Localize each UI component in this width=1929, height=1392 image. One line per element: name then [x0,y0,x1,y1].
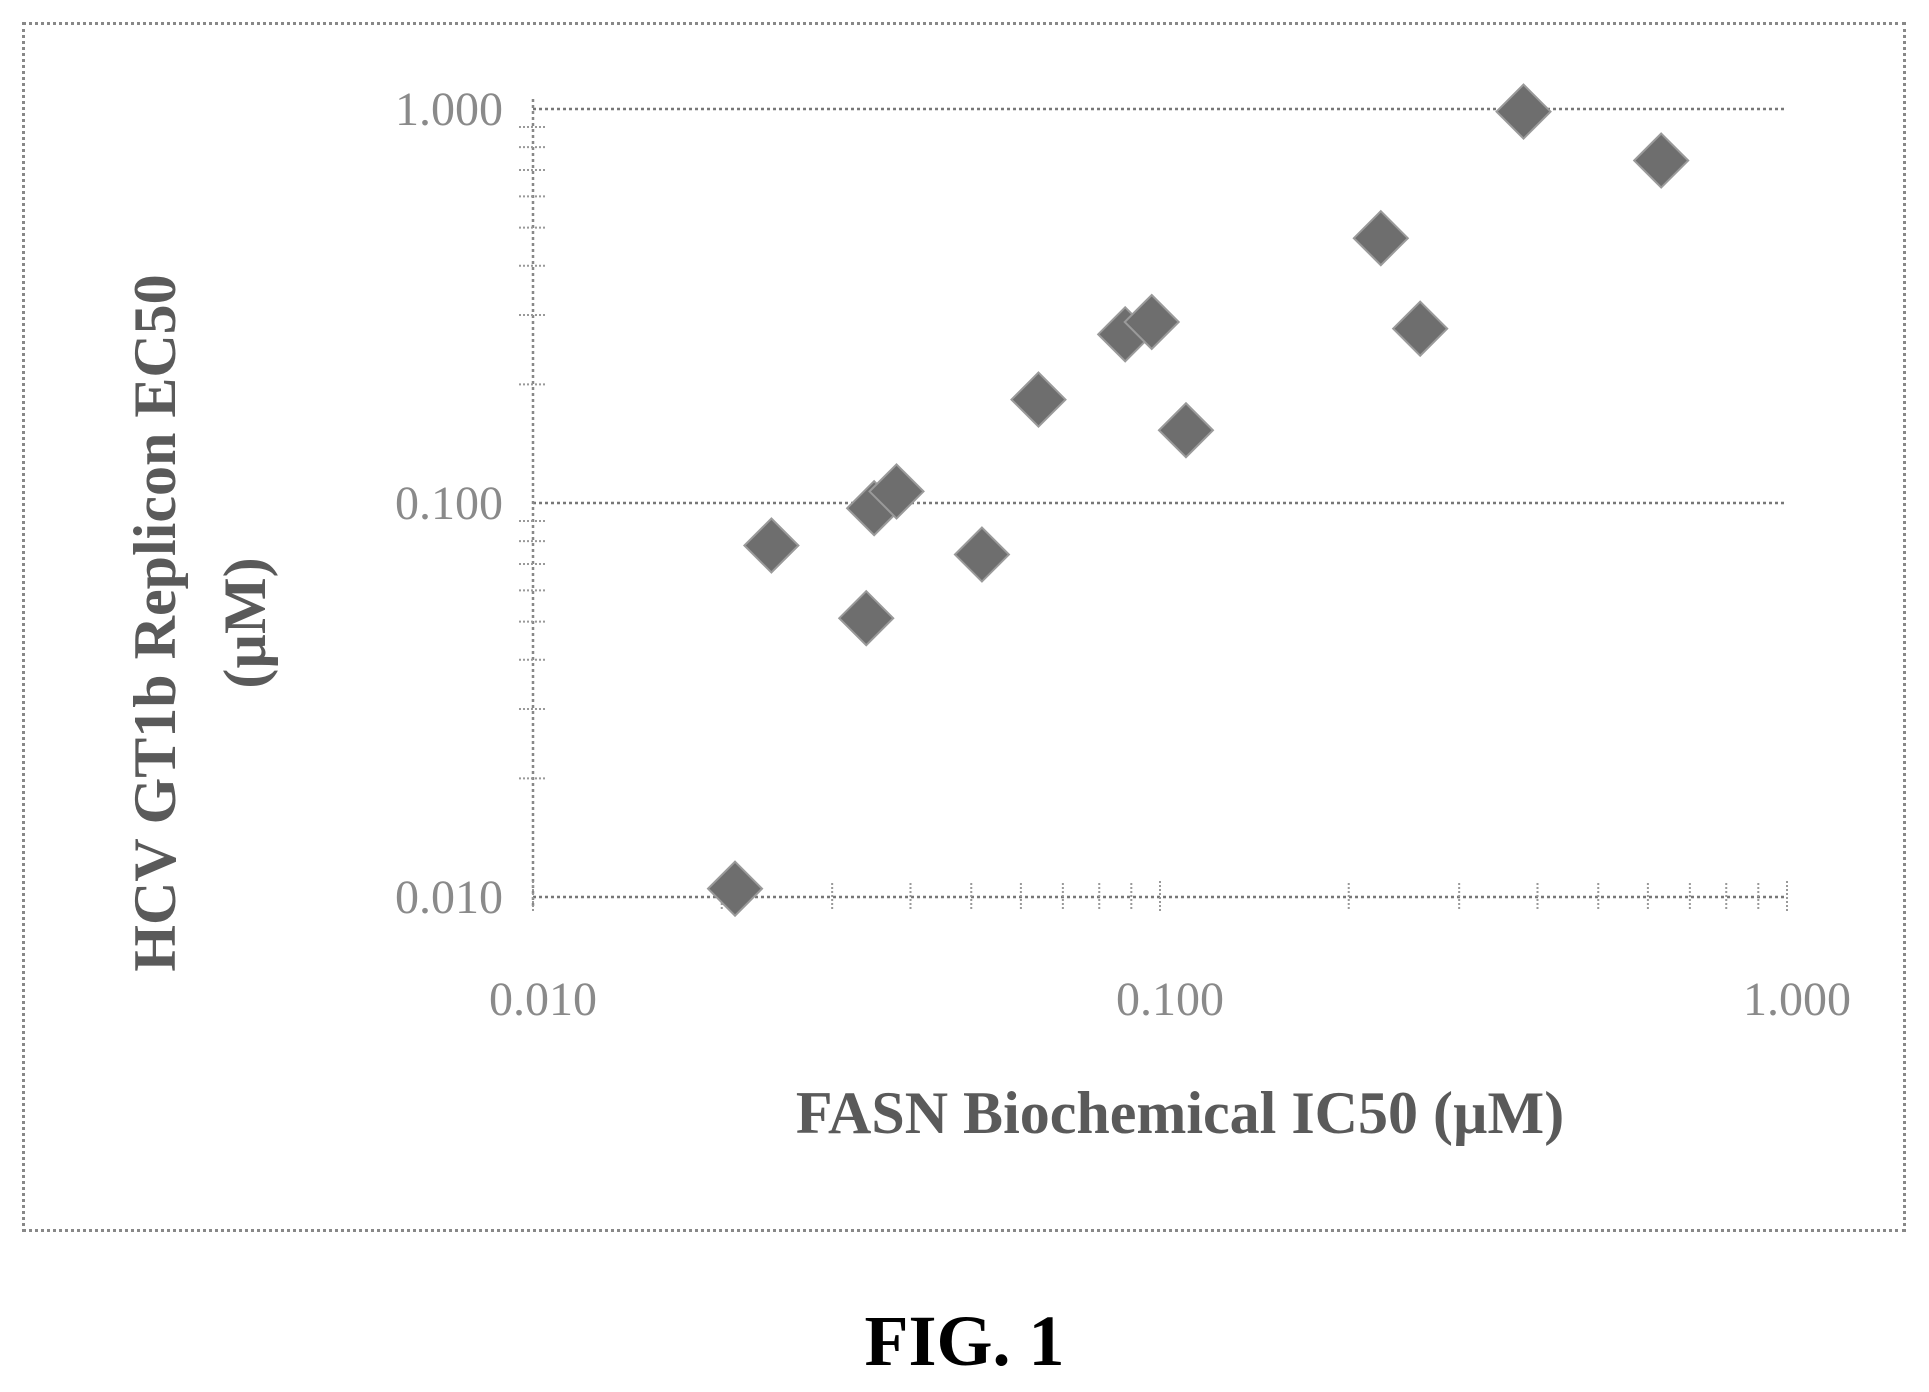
data-point-6 [1010,371,1067,429]
y-tick-label-0: 0.010 [395,871,503,924]
data-point-5 [953,526,1011,583]
data-point-9 [1157,401,1215,459]
y-axis-title-line-1: HCV GT1b Replicon EC50 [122,274,188,971]
data-points [706,83,1690,918]
data-point-4 [868,463,925,520]
y-tick-label-2: 1.000 [395,83,503,136]
data-point-12 [1495,83,1552,141]
data-point-2 [837,589,895,647]
scatter-plot: 0.010 0.100 1.000 0.010 0.100 1.000 FASN Bioc… [122,83,1851,1146]
axes [519,99,1788,913]
y-tick-label-1: 0.100 [395,477,503,530]
axis-titles: FASN Biochemical IC50 (µM) HCV GT1b Repl… [122,274,1564,1146]
data-point-1 [742,517,800,574]
x-tick-label-0: 0.010 [489,973,597,1026]
data-point-8 [1123,293,1181,351]
gridlines [533,107,1787,899]
x-tick-label-1: 0.100 [1116,973,1224,1026]
x-axis-title: FASN Biochemical IC50 (µM) [796,1080,1564,1146]
figure-caption: FIG. 1 [864,1301,1065,1381]
tick-labels: 0.010 0.100 1.000 0.010 0.100 1.000 [395,83,1851,1026]
data-point-13 [1632,132,1690,189]
y-axis-title-line-2: (µM) [212,557,278,688]
chart-frame: 0.010 0.100 1.000 0.010 0.100 1.000 FASN Bioc… [22,22,1906,1232]
data-point-10 [1352,209,1410,267]
x-tick-label-2: 1.000 [1743,973,1851,1026]
data-point-0 [706,860,764,918]
data-point-11 [1391,300,1449,358]
y-axis-title: HCV GT1b Replicon EC50 (µM) [122,274,278,971]
